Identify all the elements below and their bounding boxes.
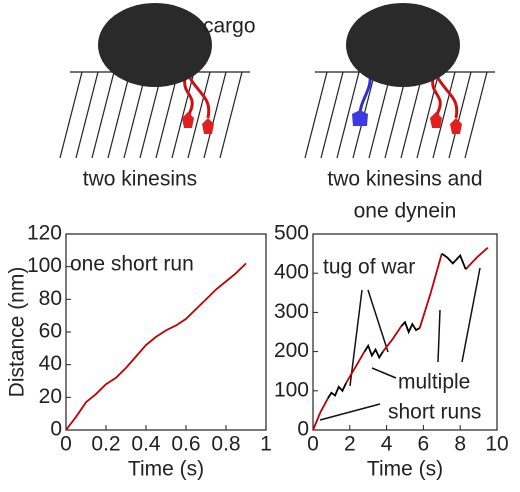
cargo-label: cargo [203,15,256,38]
track-hatch [123,71,147,159]
kinesin-tether [183,77,194,121]
diagram-left: cargo two kinesins [59,3,256,191]
plot-frame [312,233,498,431]
dynein-head [352,110,368,126]
track-hatch [219,71,243,159]
data-line [418,253,443,329]
diagram-label: two kinesins and [327,168,482,191]
x-tick-label: 4 [381,433,393,456]
y-tick-label: 400 [274,261,309,284]
track-hatch [91,71,115,159]
y-tick-label: 100 [274,378,309,401]
track-hatch [75,71,99,159]
y-tick-label: 100 [27,254,62,277]
x-tick-label: 0.2 [91,433,120,456]
data-line [65,262,247,431]
kinesin-head [182,112,194,128]
diagram-right: two kinesins and one dynein [304,3,495,223]
data-line [441,252,467,270]
x-axis-label: Time (s) [128,458,204,481]
kinesin-tether [431,77,442,121]
diagram-label: one dynein [354,200,457,223]
track-hatch [59,71,83,159]
track-hatch [171,71,195,159]
y-tick-label: 500 [274,222,309,245]
x-tick-label: 1 [260,433,272,456]
track-hatch [107,71,131,159]
y-tick-label: 40 [39,352,62,375]
x-axis-label: Time (s) [367,458,443,481]
y-tick-label: 20 [39,385,62,408]
cargo [346,3,460,87]
kinesin-tether [188,77,211,119]
track-hatch [320,71,344,159]
kinesin-tether [436,77,459,119]
y-tick-label: 80 [39,287,62,310]
data-line [326,382,347,400]
cargo [98,3,212,87]
microtubule [304,71,495,159]
track-hatch [187,71,211,159]
x-tick-label: 6 [418,433,430,456]
x-tick-label: 10 [485,433,508,456]
annotation-pointers [319,267,481,421]
data-line [400,320,421,335]
track-hatch [432,71,456,159]
x-tick-label: 0 [307,433,319,456]
track-hatch [416,71,440,159]
data-line [345,351,366,384]
annotation: short runs [388,401,481,424]
y-axis-label: Distance (nm) [6,267,29,398]
data-line [312,398,329,431]
x-tick-label: 8 [454,433,466,456]
track-hatch [336,71,360,159]
annotation: multiple [398,371,470,394]
x-tick-label: 2 [344,433,356,456]
track-hatch [448,71,472,159]
kinesin-head [202,118,214,134]
y-tick-label: 0 [50,418,62,441]
annotation: one short run [70,253,194,276]
x-tick-label: 0.8 [211,433,240,456]
diagram-label: two kinesins [83,168,197,191]
annotation: tug of war [323,256,415,279]
track-hatch [203,71,227,159]
track-hatch [304,71,328,159]
kinesin-head [450,118,462,134]
x-tick-label: 0.6 [171,433,200,456]
data-line [465,247,489,270]
track-hatch [464,71,488,159]
kinesin-head [430,112,442,128]
track-hatch [400,71,424,159]
track-hatch [155,71,179,159]
microtubule [59,71,250,159]
data-line [382,325,403,353]
x-tick-label: 0 [60,433,72,456]
y-tick-label: 300 [274,300,309,323]
track-hatch [368,71,392,159]
y-tick-label: 0 [297,418,309,441]
y-tick-label: 120 [27,222,62,245]
data-line [363,343,384,360]
y-tick-label: 60 [39,320,62,343]
y-tick-label: 200 [274,339,309,362]
x-tick-label: 0.4 [131,433,161,456]
